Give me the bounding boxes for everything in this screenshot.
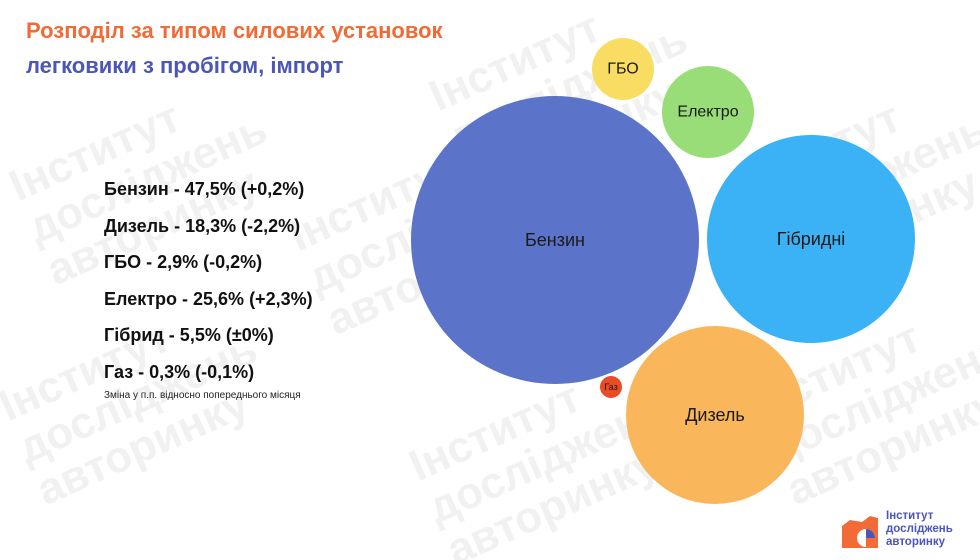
brand-logo: Інститут досліджень авторинку	[838, 508, 978, 556]
stat-item-gbo: ГБО - 2,9% (-0,2%)	[104, 252, 263, 273]
bubble-label-газ: Газ	[604, 382, 617, 392]
bubble-label-електро: Електро	[677, 104, 738, 121]
logo-mark-icon	[842, 516, 878, 548]
bubble-label-дизель: Дизель	[685, 405, 745, 425]
bubble-label-бензин: Бензин	[525, 230, 585, 250]
stat-item-elektro: Електро - 25,6% (+2,3%)	[104, 288, 313, 309]
bubble-label-гбо: ГБО	[607, 61, 638, 78]
chart-subtitle: легковики з пробігом, імпорт	[26, 53, 344, 78]
chart-title: Розподіл за типом силових установок	[26, 18, 443, 43]
bubble-електро	[662, 66, 754, 158]
change-note: Зміна у п.п. відносно попереднього місяц…	[104, 390, 301, 401]
stat-item-hibryd: Гібрид - 5,5% (±0%)	[104, 325, 274, 346]
bubble-газ	[600, 376, 622, 398]
bubble-бензин	[411, 96, 699, 384]
stats-list: Бензин - 47,5% (+0,2%) Дизель - 18,3% (-…	[104, 178, 313, 398]
stat-item-benzyn: Бензин - 47,5% (+0,2%)	[104, 179, 305, 199]
bubble-дизель	[626, 326, 804, 504]
stat-item-dyzel: Дизель - 18,3% (-2,2%)	[104, 215, 301, 236]
bubble-label-гібридні: Гібридні	[777, 229, 846, 249]
bubble-гібридні	[707, 135, 915, 343]
bubble-гбо	[592, 38, 654, 100]
logo-text: Інститут досліджень авторинку	[886, 510, 953, 548]
stat-item-gaz: Газ - 0,3% (-0,1%)	[104, 361, 255, 382]
